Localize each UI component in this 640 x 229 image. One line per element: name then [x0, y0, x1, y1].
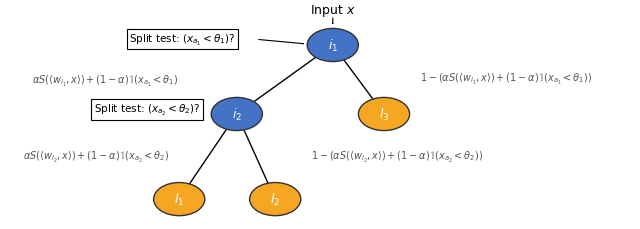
Ellipse shape: [250, 183, 301, 216]
Text: $\alpha S(\langle w_{i_1}, x\rangle) + (1-\alpha)\mathbb{1}(x_{a_1} < \theta_1)$: $\alpha S(\langle w_{i_1}, x\rangle) + (…: [33, 74, 179, 89]
Ellipse shape: [211, 98, 262, 131]
Text: $\alpha S(\langle w_{i_2}, x\rangle) + (1-\alpha)\mathbb{1}(x_{a_2} < \theta_2)$: $\alpha S(\langle w_{i_2}, x\rangle) + (…: [23, 149, 169, 164]
Text: $i_1$: $i_1$: [328, 38, 338, 54]
Text: $l_3$: $l_3$: [379, 106, 389, 123]
Text: $1-(\alpha S(\langle w_{i_1}, x\rangle) + (1-\alpha)\mathbb{1}(x_{a_1} < \theta_: $1-(\alpha S(\langle w_{i_1}, x\rangle) …: [420, 71, 591, 87]
Ellipse shape: [154, 183, 205, 216]
Ellipse shape: [358, 98, 410, 131]
Text: $l_1$: $l_1$: [174, 191, 184, 207]
Text: Input $x$: Input $x$: [310, 3, 356, 19]
Text: $i_2$: $i_2$: [232, 106, 242, 123]
Ellipse shape: [307, 29, 358, 62]
Text: $l_2$: $l_2$: [270, 191, 280, 207]
Text: $1-(\alpha S(\langle w_{i_2}, x\rangle) + (1-\alpha)\mathbb{1}(x_{a_2} < \theta_: $1-(\alpha S(\langle w_{i_2}, x\rangle) …: [311, 149, 483, 164]
Text: Split test: $(x_{a_2} < \theta_2)$?: Split test: $(x_{a_2} < \theta_2)$?: [94, 102, 200, 117]
Text: Split test: $(x_{a_1} < \theta_1)$?: Split test: $(x_{a_1} < \theta_1)$?: [129, 33, 236, 48]
